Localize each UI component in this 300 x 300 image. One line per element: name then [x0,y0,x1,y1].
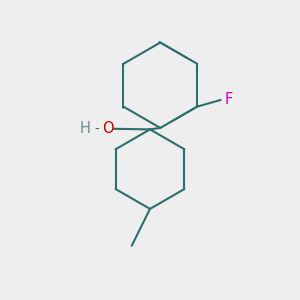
Text: F: F [225,92,233,107]
Text: O: O [102,121,113,136]
Text: H: H [80,121,91,136]
Text: -: - [94,122,99,135]
